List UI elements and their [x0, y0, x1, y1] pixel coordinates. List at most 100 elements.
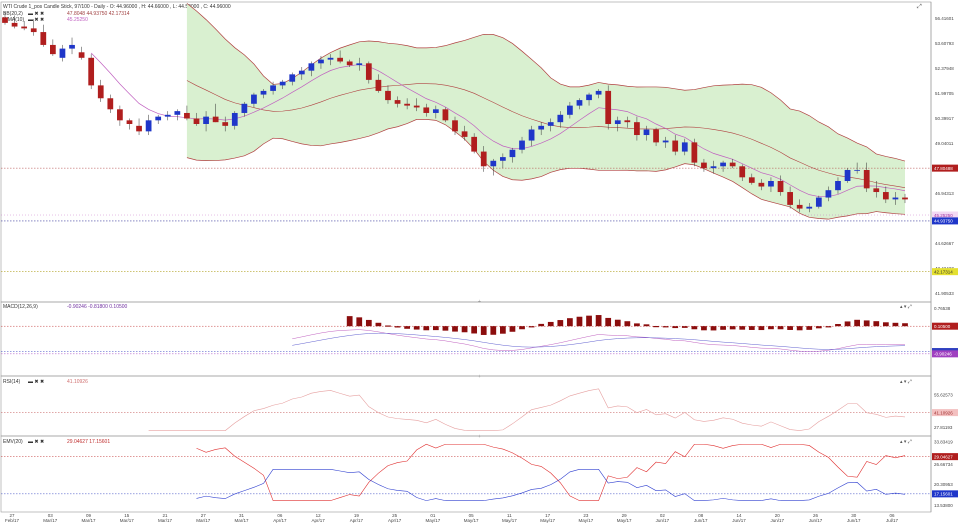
- candle-body: [356, 63, 363, 66]
- candle-body: [519, 140, 525, 150]
- candle: [241, 101, 248, 117]
- macd-bar: [385, 325, 391, 327]
- emv-legend-icons[interactable]: ▬ ✖ ✖: [28, 439, 44, 445]
- candle: [356, 57, 363, 71]
- candle: [796, 199, 803, 213]
- price-tick-label: 46.94313: [935, 191, 954, 196]
- candle: [653, 127, 659, 147]
- emv-panel-controls[interactable]: ▴ ▾ ⤢: [900, 439, 912, 445]
- candle-body: [653, 129, 659, 143]
- panel-splitter-handle[interactable]: +: [478, 374, 481, 380]
- candle-body: [614, 120, 621, 124]
- maximize-icon[interactable]: ⤢: [917, 3, 922, 10]
- candle-body: [672, 140, 679, 152]
- candle-body: [835, 181, 841, 191]
- macd-bar: [605, 317, 612, 327]
- candle: [681, 138, 688, 156]
- macd-badge-bg: [932, 350, 958, 358]
- candle: [452, 116, 458, 136]
- price-tick-label: 51.99705: [935, 91, 954, 96]
- candle-body: [155, 116, 162, 121]
- x-tick-month: Feb/17: [5, 518, 20, 523]
- macd-panel-frame: [0, 301, 932, 377]
- candle: [586, 92, 592, 106]
- x-tick-month: May/17: [617, 518, 632, 523]
- candle: [404, 98, 410, 110]
- candle-body: [691, 142, 698, 163]
- candle-body: [902, 197, 908, 200]
- x-tick-day: 27: [201, 513, 207, 518]
- candle-body: [375, 79, 382, 91]
- bollinger-upper: [186, 3, 906, 162]
- candle-body: [748, 177, 755, 183]
- price-badge-lower-bg: [932, 268, 958, 276]
- rsi-legend-icons[interactable]: ▬ ✖ ✖: [28, 379, 44, 385]
- candle-body: [413, 105, 420, 108]
- x-tick-day: 26: [813, 513, 819, 518]
- macd-badge-bg: [932, 322, 958, 330]
- macd-panel-controls[interactable]: ▴ ▾ ⤢: [900, 304, 912, 310]
- candle: [69, 37, 75, 55]
- candle-body: [184, 112, 190, 119]
- bb-legend-icons[interactable]: ▬ ✖ ✖: [28, 11, 44, 17]
- candle-body: [241, 103, 248, 113]
- candle: [193, 112, 200, 126]
- candle-body: [222, 122, 229, 126]
- candle: [471, 133, 478, 154]
- panel-splitter-handle[interactable]: +: [478, 299, 481, 305]
- candle-body: [107, 98, 114, 110]
- candle: [461, 125, 468, 141]
- candle: [50, 39, 56, 56]
- x-tick-day: 02: [660, 513, 666, 518]
- macd-bar: [787, 326, 793, 330]
- macd-bar: [423, 326, 430, 331]
- x-tick-day: 27: [9, 513, 15, 518]
- macd-line: [292, 329, 906, 352]
- macd-bar: [863, 320, 870, 327]
- candle-body: [442, 109, 449, 121]
- candle: [672, 135, 679, 156]
- macd-bar: [547, 321, 554, 327]
- panel-splitter-handle[interactable]: +: [478, 434, 481, 440]
- macd-legend: MACD(12,26,9): [3, 304, 38, 310]
- candle-body: [768, 181, 774, 187]
- candle-body: [863, 169, 870, 189]
- candle: [2, 11, 8, 25]
- rsi-axis-label: 27.81193: [934, 425, 953, 430]
- x-tick-month: May/17: [579, 518, 594, 523]
- rsi-panel-controls[interactable]: ▴ ▾ ⤢: [900, 379, 912, 385]
- macd-axis-label: 0.10500: [934, 324, 951, 329]
- macd-bar: [432, 326, 439, 331]
- candle-body: [567, 105, 573, 115]
- candle: [423, 103, 430, 117]
- candle-body: [2, 17, 8, 23]
- price-badge-upper: 47.80488: [934, 166, 953, 171]
- candle: [365, 61, 372, 84]
- candle: [500, 153, 506, 169]
- emv-values: 29.04627 17.15601: [67, 439, 110, 445]
- macd-bar: [844, 321, 851, 327]
- candle: [11, 15, 18, 29]
- price-badge-last: 44.93750: [934, 219, 953, 224]
- candle-body: [586, 94, 592, 101]
- candle: [318, 55, 324, 69]
- candle-body: [643, 129, 650, 136]
- emv-axis-label: 29.04627: [934, 454, 953, 459]
- candle: [346, 59, 353, 67]
- price-badge-upper-bg: [932, 164, 958, 172]
- candle-body: [729, 162, 736, 167]
- macd-bar: [777, 326, 784, 330]
- macd-bar: [768, 326, 774, 330]
- rsi-legend: RSI(14): [3, 379, 21, 385]
- macd-bar: [748, 326, 755, 330]
- price-tick-label: 49.04011: [935, 141, 954, 146]
- candle: [519, 136, 525, 154]
- x-tick-month: Jun/17: [656, 518, 670, 523]
- macd-bar: [442, 326, 449, 331]
- candle-body: [346, 61, 353, 66]
- candle-body: [289, 74, 296, 82]
- macd-bar: [643, 324, 650, 327]
- macd-bar: [662, 326, 669, 328]
- candle: [432, 105, 439, 119]
- wma-legend-icons[interactable]: ▬ ✖ ✖: [28, 17, 44, 23]
